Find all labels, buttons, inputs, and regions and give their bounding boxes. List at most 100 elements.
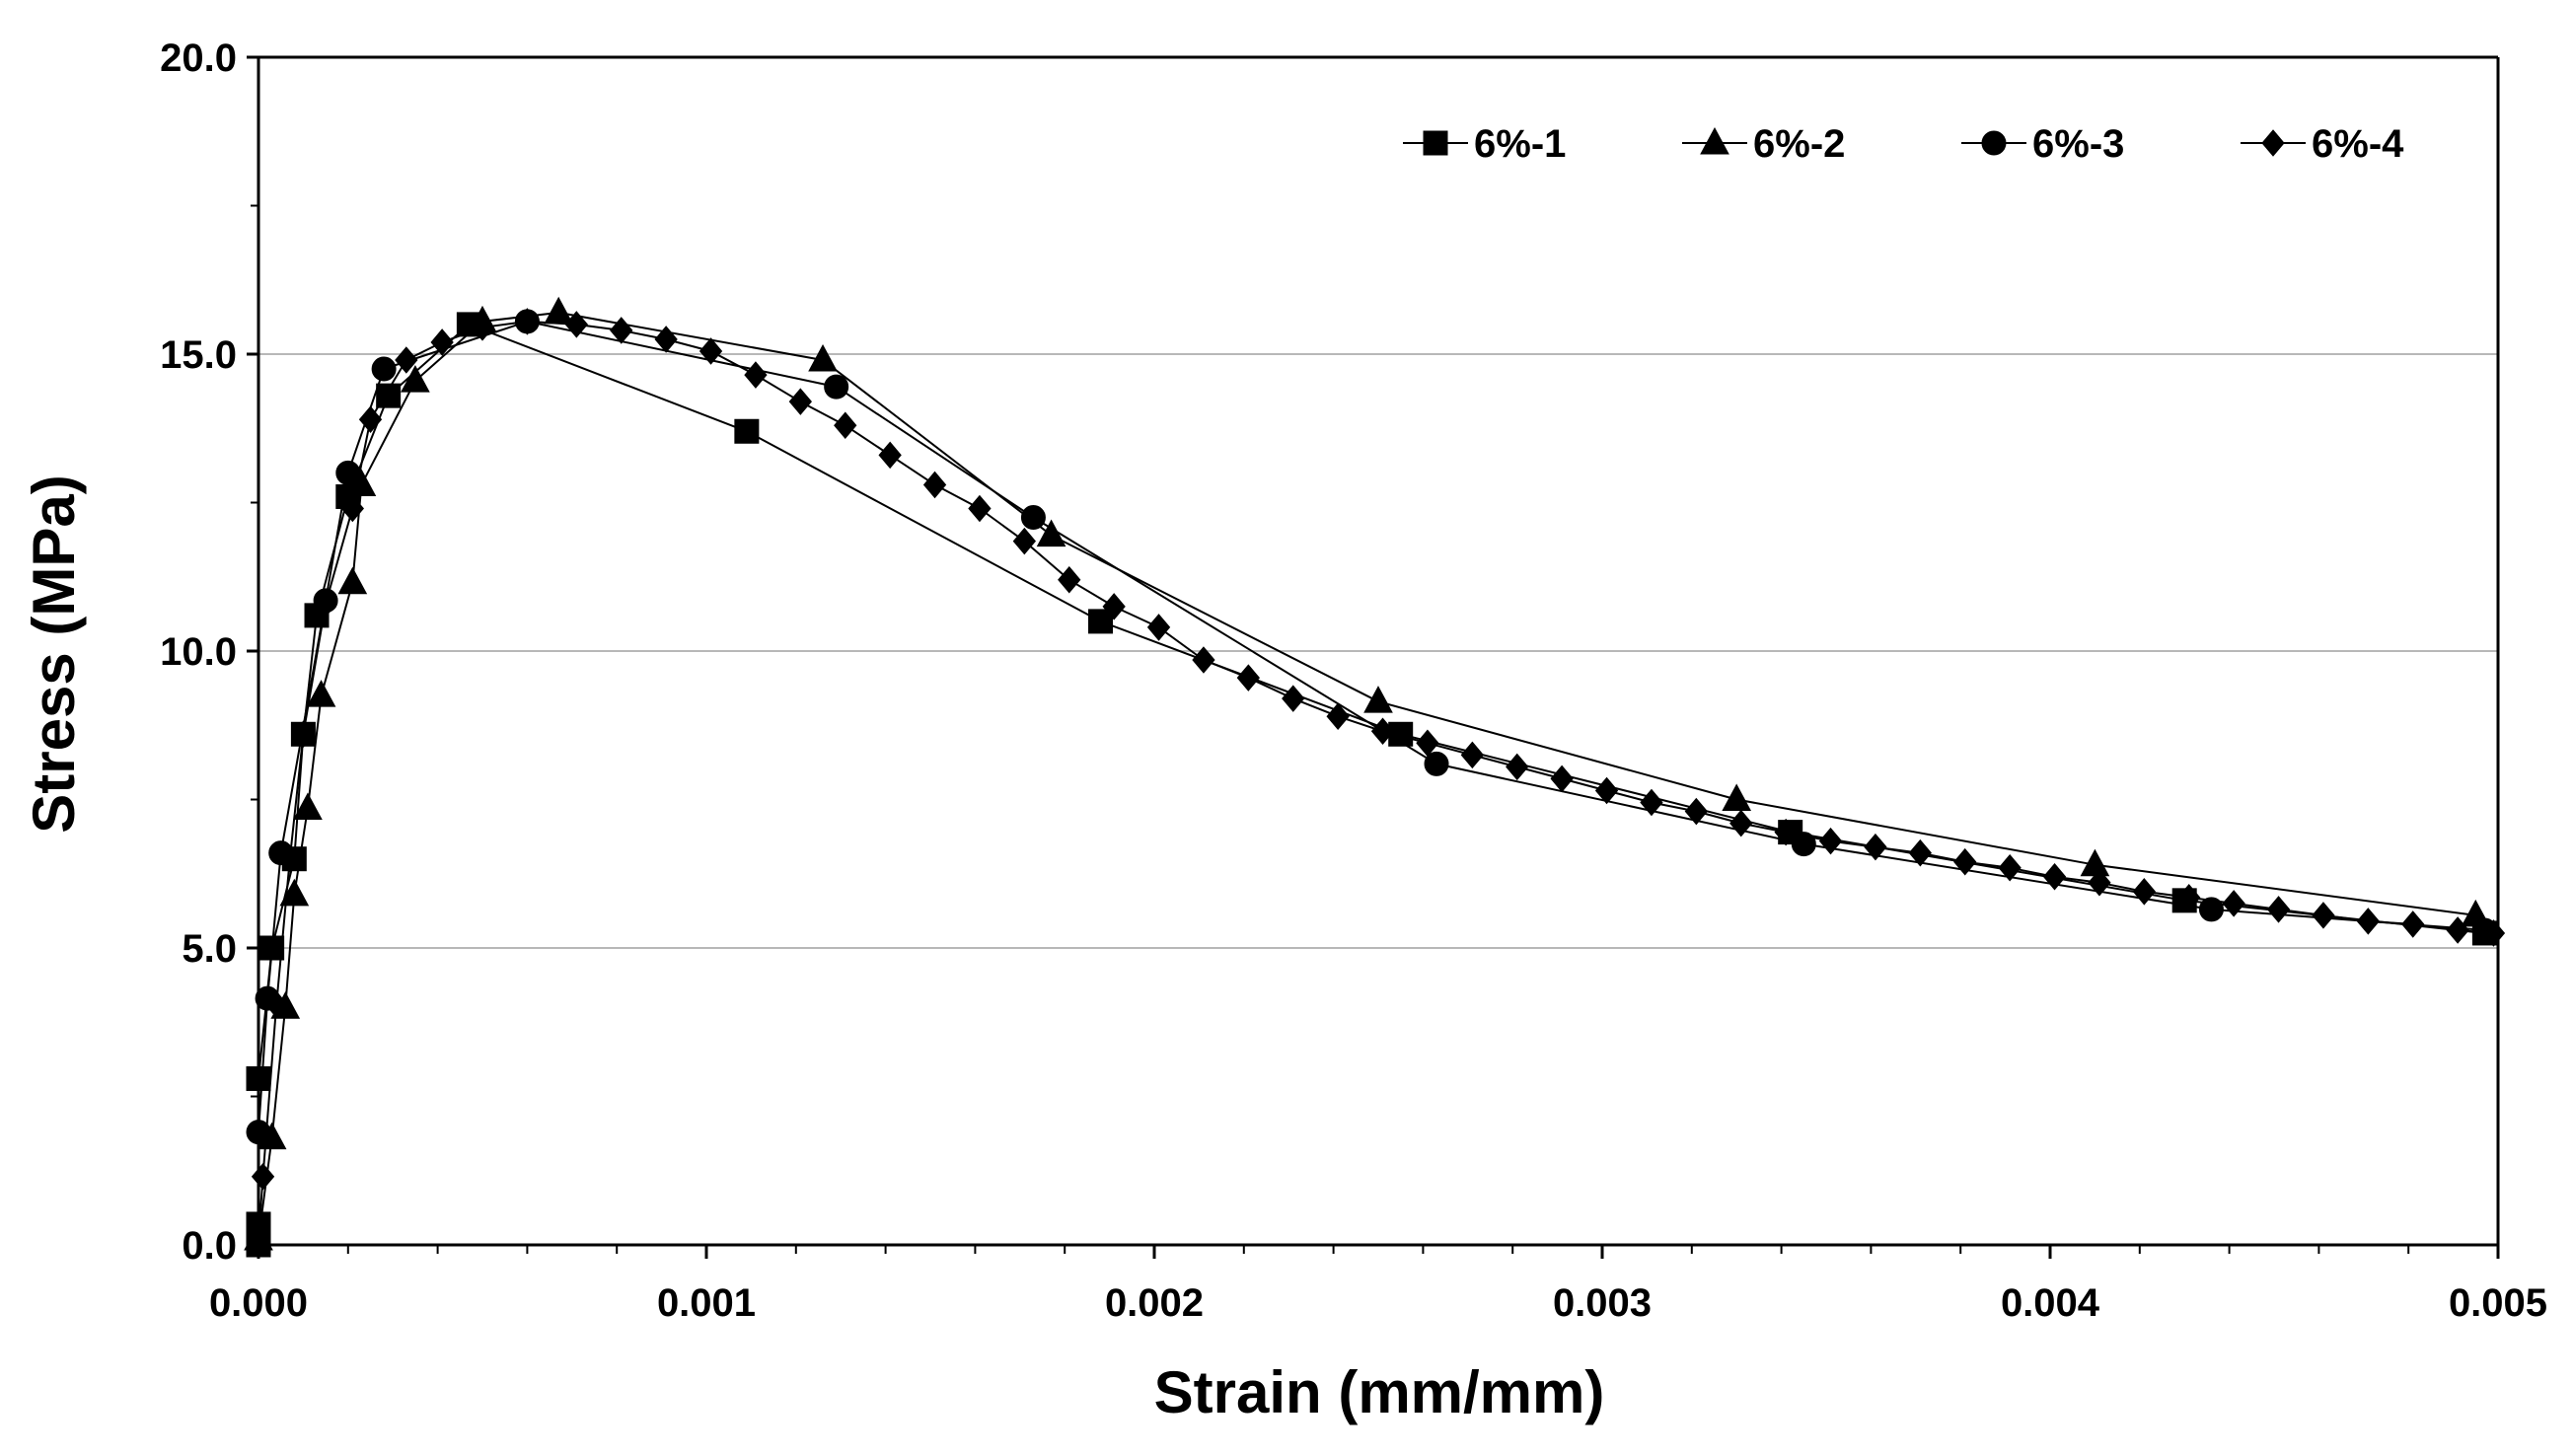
data-point [1729,809,1753,837]
legend-label: 6%-2 [1753,122,1845,166]
data-point [2222,890,2245,917]
data-point [1640,788,1663,817]
data-point [922,471,947,499]
y-tick-label: 5.0 [182,927,237,971]
data-point [471,314,494,341]
data-point [2356,908,2380,935]
data-point [2198,897,2224,922]
data-point [430,328,454,356]
data-point [1146,614,1171,641]
data-point [1953,847,1977,876]
x-tick-label: 0.003 [1553,1281,1652,1325]
data-point [1192,646,1215,674]
legend-marker [1981,130,2007,156]
data-point [340,494,364,523]
legend: 6%-1 6%-2 6%-3 6%-4 [1403,122,2404,166]
data-point [278,844,302,873]
y-tick-label: 20.0 [160,36,237,80]
data-point [1424,751,1449,776]
data-point [1506,753,1529,781]
legend-marker [1700,126,1729,155]
data-point [788,388,812,415]
data-point [2312,902,2335,929]
data-point [1236,664,1260,692]
data-point [699,337,723,365]
legend-item-6%-2: 6%-2 [1682,122,1845,166]
data-point [744,361,768,389]
data-point [808,343,838,372]
data-point [395,346,418,374]
data-point [2177,884,2201,911]
data-point [314,590,337,618]
data-point [1326,702,1350,730]
legend-label: 6%-1 [1474,122,1566,166]
data-point [1363,686,1393,713]
data-point [610,317,633,344]
x-axis-title: Strain (mm/mm) [1154,1359,1605,1425]
legend-label: 6%-3 [2032,122,2124,166]
data-point [293,792,323,821]
data-point [1370,717,1395,746]
gridlines [258,353,2498,949]
y-tick-label: 0.0 [182,1224,237,1268]
x-tick-label: 0.000 [209,1281,308,1325]
data-point [1102,593,1126,620]
data-point [1818,827,1843,855]
data-point [834,411,857,440]
data-point [247,1225,270,1253]
data-point [1058,565,1081,594]
data-point [2401,910,2425,938]
data-point [2481,919,2506,947]
data-point [251,1162,275,1191]
data-point [246,1120,271,1145]
legend-item-6%-4: 6%-4 [2241,122,2404,166]
data-point [264,990,288,1018]
data-point [878,441,902,470]
legend-item-6%-3: 6%-3 [1961,122,2124,166]
data-point [337,566,368,595]
data-point [358,405,383,433]
legend-marker [2261,129,2285,157]
data-point [1550,764,1574,793]
data-point [824,374,849,400]
x-tick-label: 0.001 [657,1281,756,1325]
data-point [1416,729,1439,758]
y-axis-title: Stress (MPa) [21,474,87,833]
legend-item-6%-1: 6%-1 [1403,122,1566,166]
data-point [1020,505,1046,531]
data-point [2266,896,2291,923]
data-point [734,418,760,444]
data-point [2132,878,2156,906]
data-point [1594,776,1619,805]
x-tick-label: 0.005 [2449,1281,2547,1325]
data-point [1460,741,1484,769]
legend-marker [1423,130,1448,156]
data-point [564,311,588,338]
data-point [335,460,361,485]
data-point [1722,783,1752,811]
x-tick-label: 0.004 [2001,1281,2100,1325]
axes [247,55,2500,1259]
tick-labels: 0.0 5.0 10.0 15.0 20.0 0.000 0.001 0.002 0.003 0.… [160,36,2547,1325]
data-point [515,308,540,335]
series-6%-4 [247,308,2506,1253]
data-point [246,1065,271,1091]
data-point [401,365,430,393]
y-tick-label: 10.0 [160,630,237,674]
data-point [968,494,992,523]
data-point [2446,916,2469,944]
data-point [306,680,336,707]
y-tick-label: 15.0 [160,333,237,377]
data-series [244,296,2506,1258]
data-point [1012,527,1036,555]
data-point [291,720,316,749]
data-point [1864,833,1887,861]
data-point [1908,838,1932,867]
data-point [1998,853,2022,882]
data-point [1791,832,1816,857]
legend-label: 6%-4 [2312,122,2404,166]
series-line [257,323,2485,1245]
data-point [2088,869,2111,897]
